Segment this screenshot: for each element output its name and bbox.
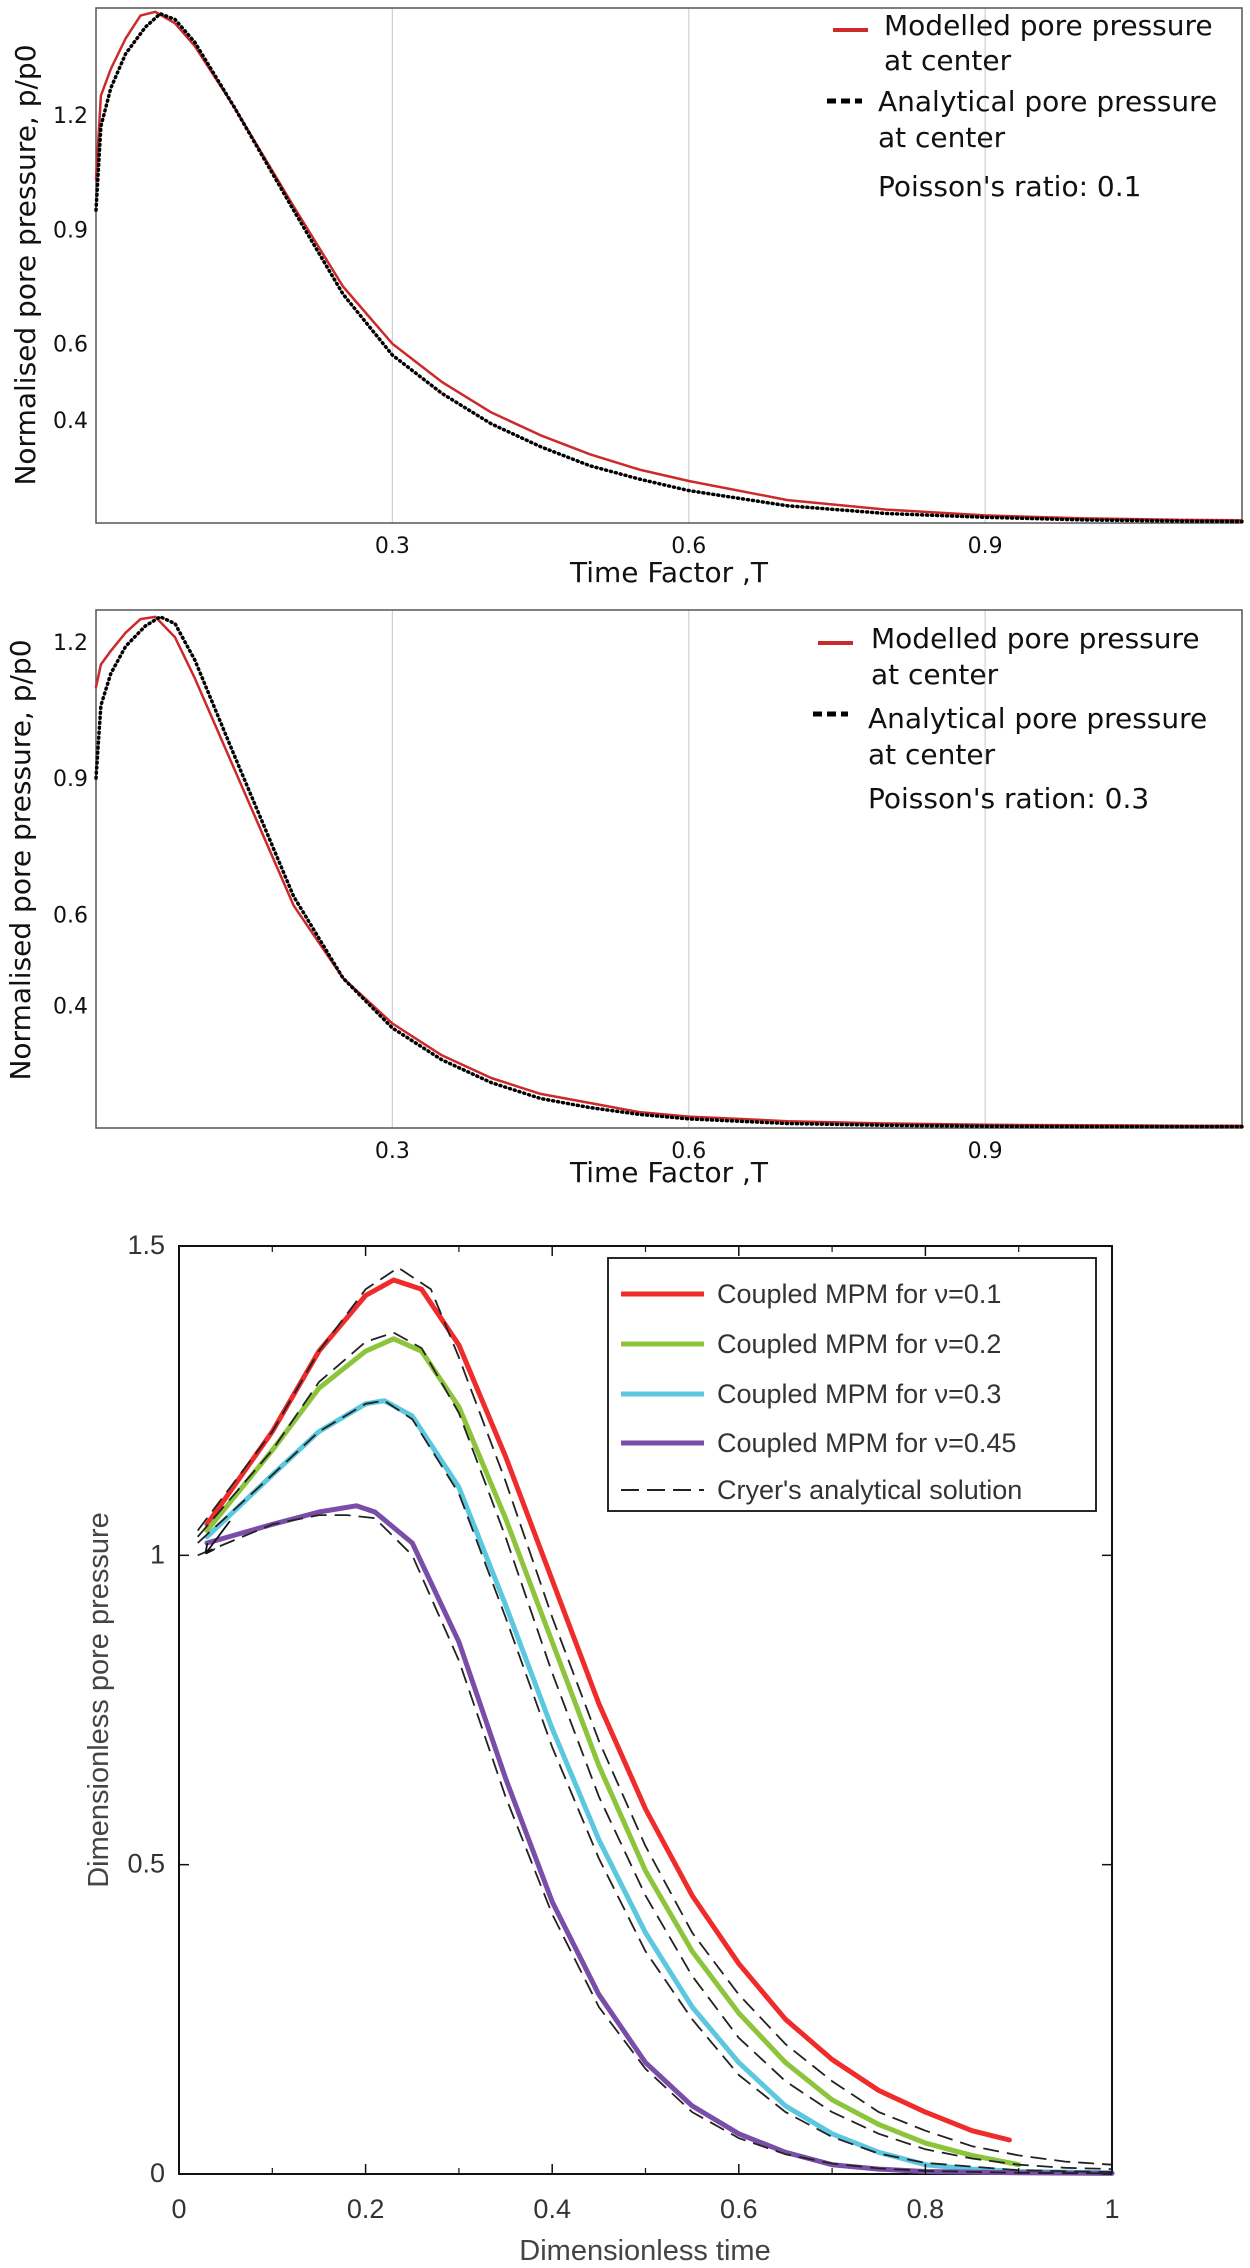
chart-1-y-tick-label: 0.9 [53, 218, 88, 243]
chart-1-series-modelled-pore-pressure-at-center [94, 10, 1244, 522]
chart-2-series-modelled-pore-pressure-at-center [94, 615, 1244, 1127]
chart-3-legend-label-nu-0.3: Coupled MPM for ν=0.3 [717, 1379, 1001, 1409]
chart-3-x-ticks: 0 0.2 0.4 0.6 0.8 1 [171, 1246, 1120, 2224]
chart-2-x-ticks: 0.3 0.6 0.9 [375, 1139, 1003, 1164]
chart-1-y-ticks: 0.4 0.6 0.9 1.2 [53, 104, 88, 434]
chart-1-y-tick-label: 0.4 [53, 409, 88, 434]
chart-2-series-analytical-pore-pressure-at-center [94, 615, 1244, 1129]
chart-2-y-tick-label: 0.9 [53, 767, 88, 792]
chart-3-legend: Coupled MPM for ν=0.1 Coupled MPM for ν=… [607, 1257, 1097, 1512]
chart-1-legend-analytical-line2: at center [878, 121, 1006, 154]
chart-1-series [94, 10, 1244, 524]
chart-1-y-tick-label: 1.2 [53, 104, 88, 129]
chart-2-legend-modelled-line1: Modelled pore pressure [871, 622, 1200, 655]
chart-3: 0 0.2 0.4 0.6 0.8 1 0 0.5 1 1.5 Dimensionless ti… [83, 1230, 1120, 2267]
chart-2-legend-analytical-line2: at center [868, 738, 996, 771]
chart-1-x-axis-label: Time Factor ,T [569, 556, 769, 589]
chart-1-x-ticks: 0.3 0.6 0.9 [375, 534, 1003, 559]
chart-1-y-axis-label: Normalised pore pressure, p/p0 [9, 44, 42, 485]
chart-2-series [94, 615, 1244, 1129]
chart-2: 0.3 0.6 0.9 0.4 0.6 0.9 1.2 Time Factor ,T No… [4, 609, 1244, 1189]
chart-2-x-tick-label: 0.6 [671, 1139, 706, 1164]
chart-1: 0.3 0.6 0.9 0.4 0.6 0.9 1.2 Time Factor ,T No… [9, 7, 1244, 589]
chart-2-legend: Modelled pore pressure at center Analyti… [813, 622, 1207, 815]
chart-2-y-ticks: 0.4 0.6 0.9 1.2 [53, 631, 88, 1020]
chart-3-x-axis-label: Dimensionless time [519, 2235, 770, 2267]
chart-1-grid [391, 8, 986, 523]
chart-3-legend-label-nu-0.2: Coupled MPM for ν=0.2 [717, 1329, 1001, 1359]
chart-3-y-tick-label: 0 [150, 2158, 165, 2188]
chart-3-series-cryer-s-analytical-solution-3 [197, 1399, 1113, 2173]
chart-3-x-tick-label: 0.6 [720, 2194, 758, 2224]
chart-1-legend-modelled-line1: Modelled pore pressure [884, 9, 1213, 42]
chart-1-series-analytical-pore-pressure-at-center [94, 11, 1244, 524]
chart-3-x-tick-label: 0.2 [347, 2194, 385, 2224]
chart-3-legend-label-cryer: Cryer's analytical solution [717, 1475, 1022, 1505]
chart-3-y-tick-label: 1.5 [127, 1230, 165, 1260]
chart-3-series-cryer-s-analytical-solution-2 [197, 1331, 1113, 2170]
chart-1-legend-analytical-line1: Analytical pore pressure [878, 85, 1217, 118]
chart-3-legend-box [607, 1257, 1097, 1512]
chart-1-legend: Modelled pore pressure at center Analyti… [827, 9, 1217, 203]
chart-3-series-coupled-mpm-for-0-2 [204, 1336, 1022, 2168]
chart-1-x-tick-label: 0.3 [375, 534, 410, 559]
chart-3-y-ticks: 0 0.5 1 1.5 [127, 1230, 1112, 2188]
chart-1-x-tick-label: 0.6 [671, 534, 706, 559]
chart-3-series-cryer-s-analytical-solution-1 [196, 1266, 1113, 2166]
chart-2-annotation: Poisson's ration: 0.3 [868, 782, 1149, 815]
chart-2-y-tick-label: 0.4 [53, 994, 88, 1019]
chart-2-y-axis-label: Normalised pore pressure, p/p0 [4, 639, 37, 1080]
chart-3-series-cryer-s-analytical-solution-4 [197, 1514, 1113, 2175]
chart-3-y-tick-label: 0.5 [127, 1849, 165, 1879]
chart-3-x-tick-label: 1 [1104, 2194, 1119, 2224]
chart-2-x-tick-label: 0.3 [375, 1139, 410, 1164]
chart-3-legend-label-nu-0.1: Coupled MPM for ν=0.1 [717, 1279, 1001, 1309]
chart-3-series [196, 1266, 1115, 2176]
chart-2-y-tick-label: 1.2 [53, 631, 88, 656]
chart-1-x-tick-label: 0.9 [968, 534, 1003, 559]
chart-1-plot-frame [95, 7, 1243, 524]
chart-2-grid [391, 610, 986, 1128]
chart-1-y-tick-label: 0.6 [53, 333, 88, 358]
chart-3-y-tick-label: 1 [150, 1539, 165, 1569]
chart-1-annotation: Poisson's ratio: 0.1 [878, 170, 1141, 203]
chart-2-legend-analytical-line1: Analytical pore pressure [868, 702, 1207, 735]
chart-2-y-tick-label: 0.6 [53, 903, 88, 928]
chart-2-legend-modelled-line2: at center [871, 658, 999, 691]
chart-1-legend-modelled-line2: at center [884, 44, 1012, 77]
chart-3-start-arrow [206, 1520, 231, 1553]
chart-2-x-axis-label: Time Factor ,T [569, 1156, 769, 1189]
chart-3-legend-label-nu-0.45: Coupled MPM for ν=0.45 [717, 1428, 1016, 1458]
chart-3-series-coupled-mpm-for-0-3 [204, 1398, 1115, 2176]
chart-3-x-tick-label: 0.4 [533, 2194, 571, 2224]
chart-3-y-axis-label: Dimensionless pore pressure [83, 1512, 115, 1888]
chart-3-series-coupled-mpm-for-0-1 [204, 1277, 1012, 2143]
chart-3-x-tick-label: 0 [171, 2194, 186, 2224]
chart-2-plot-frame [95, 609, 1243, 1129]
chart-3-x-tick-label: 0.8 [907, 2194, 945, 2224]
chart-2-x-tick-label: 0.9 [968, 1139, 1003, 1164]
